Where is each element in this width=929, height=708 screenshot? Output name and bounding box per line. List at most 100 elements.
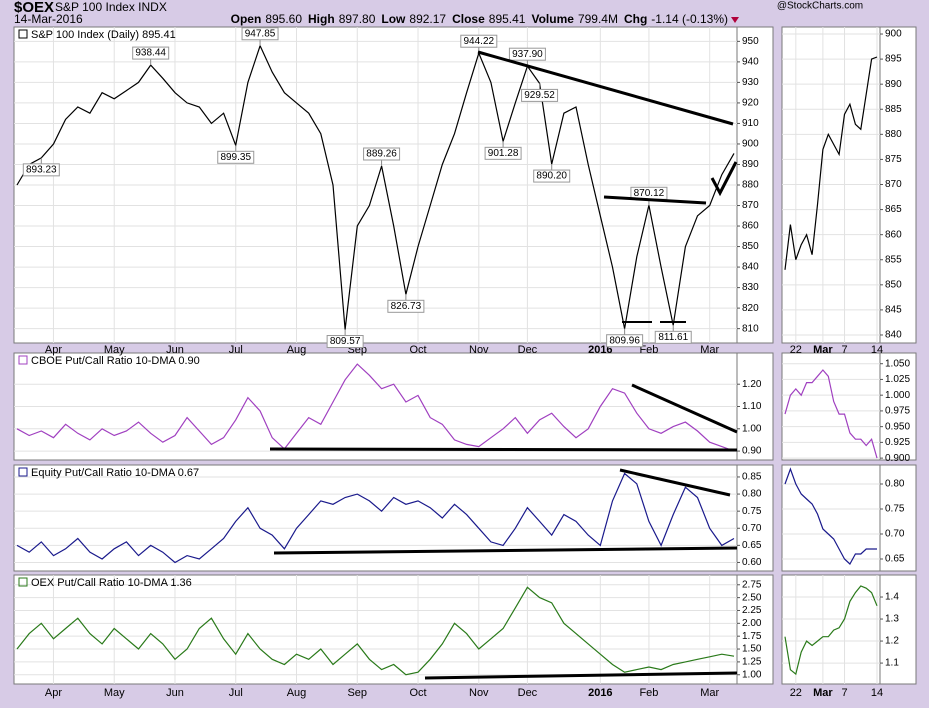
y-tick-label: 1.75 — [742, 631, 762, 642]
panel-title: OEX Put/Call Ratio 10-DMA 1.36 — [31, 577, 192, 589]
quote-value: -1.14 (-0.13%) — [651, 12, 728, 26]
x-tick-label: Mar — [813, 687, 833, 699]
value-label: 938.44 — [135, 48, 166, 59]
y-tick-label: 0.65 — [885, 554, 905, 565]
x-tick-label: Apr — [45, 687, 62, 699]
series-line — [16, 586, 735, 676]
y-tick-label: 0.65 — [742, 540, 762, 551]
y-tick-label: 0.975 — [885, 406, 910, 417]
trend-line — [477, 50, 734, 126]
y-tick-label: 0.80 — [742, 489, 762, 500]
value-label: 890.20 — [536, 171, 567, 182]
x-tick-label: Jun — [166, 344, 184, 356]
value-label: 809.57 — [330, 336, 361, 347]
y-tick-label: 1.4 — [885, 592, 899, 603]
series-line — [16, 44, 735, 330]
y-tick-label: 850 — [742, 241, 759, 252]
label-box — [241, 27, 279, 41]
y-tick-label: 820 — [742, 303, 759, 314]
y-tick-label: 900 — [885, 29, 902, 40]
y-tick-label: 0.70 — [885, 529, 905, 540]
panel — [13, 464, 738, 572]
y-tick-label: 0.70 — [742, 523, 762, 534]
y-tick-label: 860 — [885, 229, 902, 240]
y-tick-label: 1.00 — [742, 423, 762, 434]
x-tick-label: Sep — [347, 687, 367, 699]
y-tick-label: 870 — [742, 200, 759, 211]
y-tick-label: 0.925 — [885, 437, 910, 448]
x-tick-label: Feb — [639, 687, 658, 699]
series-line — [784, 585, 878, 676]
quote-label: Chg — [624, 12, 647, 26]
y-tick-label: 910 — [742, 118, 759, 129]
x-tick-label: 7 — [841, 344, 847, 356]
y-tick-label: 0.950 — [885, 421, 910, 432]
panel — [781, 574, 881, 685]
x-tick-label: Jun — [166, 687, 184, 699]
y-tick-label: 1.10 — [742, 401, 762, 412]
y-tick-label: 2.00 — [742, 618, 762, 629]
legend-swatch — [18, 355, 28, 365]
x-tick-label: 7 — [841, 687, 847, 699]
y-tick-label: 850 — [885, 279, 902, 290]
y-tick-label: 0.85 — [742, 472, 762, 483]
trend-lines — [269, 50, 738, 680]
y-tick-label: 1.25 — [742, 657, 762, 668]
quote-label: High — [308, 12, 335, 26]
y-tick-label: 0.75 — [885, 504, 905, 515]
axis-strip — [736, 464, 774, 572]
y-tick-label: 830 — [742, 282, 759, 293]
y-tick-label: 810 — [742, 323, 759, 334]
x-tick-label: 14 — [871, 687, 883, 699]
y-tick-label: 875 — [885, 154, 902, 165]
date: 14-Mar-2016 — [14, 12, 83, 26]
y-tick-label: 880 — [885, 129, 902, 140]
axis-strip — [879, 352, 917, 461]
y-tick-label: 840 — [885, 330, 902, 341]
quote-value: 897.80 — [339, 12, 376, 26]
x-tick-label: Dec — [518, 344, 538, 356]
x-tick-label: May — [104, 687, 125, 699]
quote-value: 895.60 — [265, 12, 302, 26]
value-label: 889.26 — [366, 149, 397, 160]
label-box — [460, 34, 498, 48]
x-tick-label: May — [104, 344, 125, 356]
series-line — [784, 56, 878, 270]
label-box — [606, 334, 644, 348]
quote-label: Close — [452, 12, 485, 26]
value-label: 929.52 — [524, 90, 555, 101]
series-line — [784, 369, 878, 459]
value-label: 944.22 — [463, 36, 494, 47]
x-tick-label: Dec — [518, 687, 538, 699]
trend-line — [631, 383, 738, 434]
panel — [781, 26, 881, 344]
y-tick-label: 890 — [885, 79, 902, 90]
axis-strip — [736, 26, 774, 344]
x-tick-label: Mar — [700, 344, 719, 356]
x-tick-label: Aug — [287, 344, 307, 356]
x-tick-label: Nov — [469, 687, 489, 699]
y-tick-label: 900 — [742, 139, 759, 150]
quote-value: 799.4M — [578, 12, 618, 26]
y-tick-label: 1.1 — [885, 658, 899, 669]
y-tick-label: 1.00 — [742, 669, 762, 680]
trend-line — [619, 468, 731, 497]
y-tick-label: 950 — [742, 36, 759, 47]
axis-strip — [879, 464, 917, 572]
y-tick-label: 0.75 — [742, 506, 762, 517]
down-arrow — [731, 17, 739, 23]
y-tick-label: 2.75 — [742, 579, 762, 590]
y-tick-label: 2.25 — [742, 605, 762, 616]
x-tick-label: Mar — [813, 344, 833, 356]
x-tick-label: Jul — [229, 687, 243, 699]
legend-swatch — [18, 577, 28, 587]
y-tick-label: 1.000 — [885, 390, 910, 401]
y-tick-label: 2.50 — [742, 592, 762, 603]
panel-title: Equity Put/Call Ratio 10-DMA 0.67 — [31, 467, 199, 479]
y-tick-label: 1.3 — [885, 614, 899, 625]
value-label: 870.12 — [634, 188, 665, 199]
x-tick-label: Feb — [639, 344, 658, 356]
x-tick-label: 22 — [790, 344, 802, 356]
value-label: 901.28 — [488, 148, 519, 159]
